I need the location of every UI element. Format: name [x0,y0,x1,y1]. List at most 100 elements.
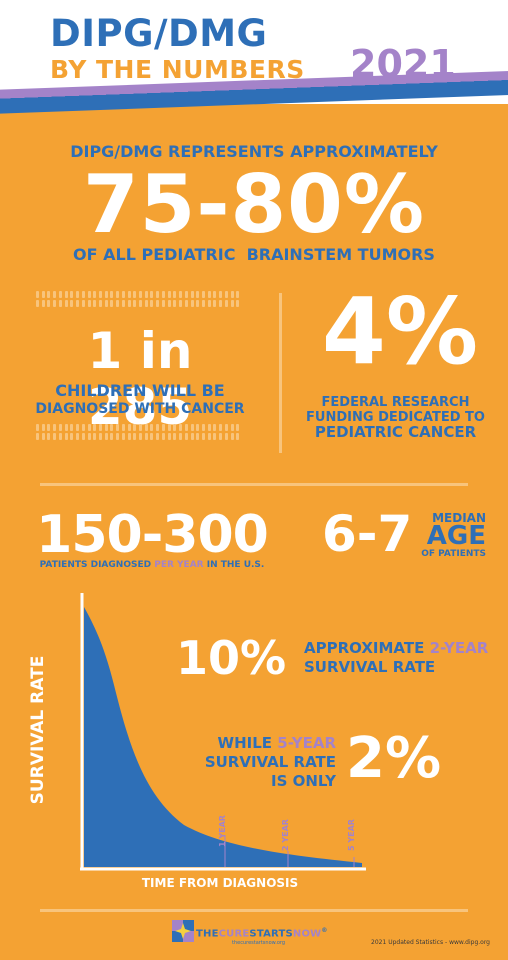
chart-y-axis-label: SURVIVAL RATE [28,655,48,805]
person-icon [76,433,80,440]
person-icon [127,433,131,440]
person-icon [173,300,177,307]
person-icon [70,433,74,440]
person-icon [41,424,45,431]
two-year-caption-a: APPROXIMATE [304,639,430,657]
person-icon [104,424,108,431]
person-icon [76,291,80,298]
five-year-survival-caption: WHILE 5-YEAR SURVIVAL RATE IS ONLY [200,734,336,791]
children-caption-line-1: CHILDREN WILL BE [55,381,225,400]
two-year-caption-b: SURVIVAL RATE [304,658,436,676]
person-icon [190,291,194,298]
survival-curve-area [84,607,362,867]
person-icon [224,291,228,298]
person-icon [133,291,137,298]
person-icon [93,291,97,298]
person-icon [167,291,171,298]
children-stat-value: 1 in 285 [87,322,193,436]
person-icon [156,291,160,298]
person-icon [81,291,85,298]
person-icon [236,300,240,307]
five-year-caption-highlight: 5-YEAR [277,734,336,752]
tick-label-1-year: 1 YEAR [218,815,227,847]
person-icon [173,433,177,440]
person-icon [213,424,217,431]
person-icon [81,424,85,431]
person-icon [219,291,223,298]
person-icon [139,300,142,307]
people-icon-grid-bottom [36,424,242,440]
person-icon [98,300,102,307]
person-icon [98,433,102,440]
logo-now: NOW [292,928,322,940]
person-icon [41,300,45,307]
person-icon [110,433,114,440]
person-icon [196,291,200,298]
person-icon [36,424,39,431]
person-icon [87,424,91,431]
person-icon [167,300,171,307]
children-caption-line-2: DIAGNOSED WITH CANCER [35,401,245,417]
person-icon [58,300,62,307]
person-icon [127,291,131,298]
five-year-caption-b: SURVIVAL RATE [204,753,336,771]
tick-label-2-year: 2 YEAR [281,819,290,851]
person-icon [224,300,228,307]
person-icon [93,424,97,431]
represents-label: DIPG/DMG REPRESENTS APPROXIMATELY [70,142,438,161]
person-icon [144,424,148,431]
person-icon [230,300,234,307]
age-label: AGE [426,521,486,551]
horizontal-divider-2 [40,909,468,912]
person-icon [156,424,160,431]
person-icon [179,291,183,298]
funding-stat-caption: FEDERAL RESEARCH FUNDING DEDICATED TO PE… [303,395,488,440]
person-icon [167,424,171,431]
person-icon [64,433,68,440]
person-icon [161,433,165,440]
person-icon [93,433,97,440]
person-icon [161,291,165,298]
tick-label-5-year: 5 YEAR [347,819,356,851]
person-icon [224,433,228,440]
cure-starts-now-logo-text: THECURESTARTSNOW® [196,927,328,939]
logo-starts: STARTS [249,928,293,940]
person-icon [121,433,125,440]
person-icon [98,424,102,431]
person-icon [47,433,51,440]
person-icon [236,433,240,440]
people-icon-grid-top [36,291,242,307]
person-icon [41,433,45,440]
person-icon [236,291,240,298]
person-icon [190,300,194,307]
patients-stat-value: 150-300 [36,505,269,565]
person-icon [196,300,200,307]
person-icon [190,433,194,440]
person-icon [196,424,200,431]
represents-value: 75-80% [82,158,425,251]
person-icon [127,424,131,431]
person-icon [104,300,108,307]
person-icon [70,291,74,298]
funding-caption-line-2: FUNDING DEDICATED TO [306,410,485,425]
person-icon [201,300,205,307]
title-year: 2021 [350,42,456,86]
person-icon [121,291,125,298]
patients-caption-part-1: PATIENTS DIAGNOSED [39,560,155,570]
person-icon [184,433,188,440]
children-stat-caption: CHILDREN WILL BE DIAGNOSED WITH CANCER [30,382,250,418]
person-icon [207,291,211,298]
person-icon [139,291,142,298]
person-icon [81,300,85,307]
person-icon [150,300,154,307]
person-icon [110,424,114,431]
person-icon [230,424,234,431]
person-icon [139,424,142,431]
person-icon [179,300,183,307]
five-year-caption-c: IS ONLY [271,772,336,790]
person-icon [64,291,68,298]
person-icon [53,433,57,440]
person-icon [173,291,177,298]
person-icon [139,433,142,440]
person-icon [133,300,137,307]
